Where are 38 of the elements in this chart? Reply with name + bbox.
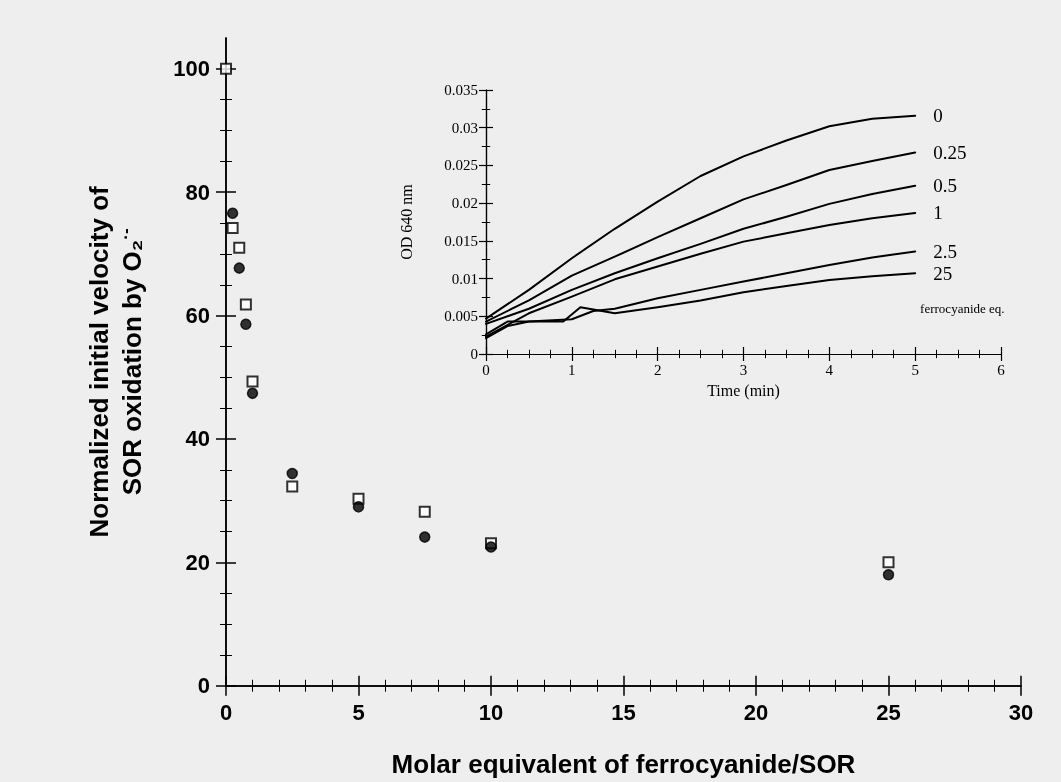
y-tick-label: 20 — [185, 549, 210, 575]
y-tick-label: 0.03 — [451, 119, 478, 136]
x-tick-label: 20 — [743, 700, 769, 726]
series-label: 0 — [933, 105, 943, 127]
x-tick-label: 5 — [911, 361, 919, 378]
x-tick-label: 0 — [219, 700, 233, 726]
y-tick-label: 40 — [185, 426, 210, 452]
y-tick-label: 0.025 — [444, 157, 478, 174]
series-label: 0.25 — [933, 142, 967, 164]
y-tick-label: 0 — [197, 673, 210, 699]
y-tick-label: 100 — [173, 56, 210, 82]
x-tick-label: 0 — [482, 361, 490, 378]
x-tick-label: 6 — [997, 361, 1006, 378]
x-tick-label: 30 — [1008, 700, 1034, 726]
y-axis-title: OD 640 nm — [397, 183, 415, 260]
y-tick-label: 0 — [470, 346, 478, 362]
x-tick-label: 1 — [568, 361, 576, 378]
y-tick-label: 0.015 — [444, 232, 478, 249]
y-tick-label: 80 — [185, 179, 210, 205]
y-tick-label: 60 — [185, 303, 210, 329]
y-tick-label: 0.01 — [451, 270, 478, 287]
x-tick-label: 25 — [876, 700, 901, 726]
y-tick-label: 0.005 — [444, 308, 478, 325]
x-axis-title: Molar equivalent of ferrocyanide/SOR — [391, 749, 856, 779]
y-tick-label: 0.02 — [451, 195, 478, 212]
x-tick-label: 5 — [352, 700, 365, 726]
x-tick-label: 3 — [739, 361, 748, 378]
annotation: ferrocyanide eq. — [920, 301, 1005, 317]
series-label: 2.5 — [933, 240, 957, 262]
x-tick-label: 15 — [611, 700, 636, 726]
y-tick-label: 0.035 — [444, 82, 478, 98]
series-label: 25 — [933, 262, 953, 284]
x-tick-label: 4 — [825, 361, 834, 378]
x-tick-label: 10 — [478, 700, 504, 726]
series-label: 1 — [933, 202, 943, 224]
x-tick-label: 2 — [653, 361, 662, 378]
series-label: 0.5 — [933, 175, 957, 197]
x-axis-title: Time (min) — [707, 381, 780, 400]
